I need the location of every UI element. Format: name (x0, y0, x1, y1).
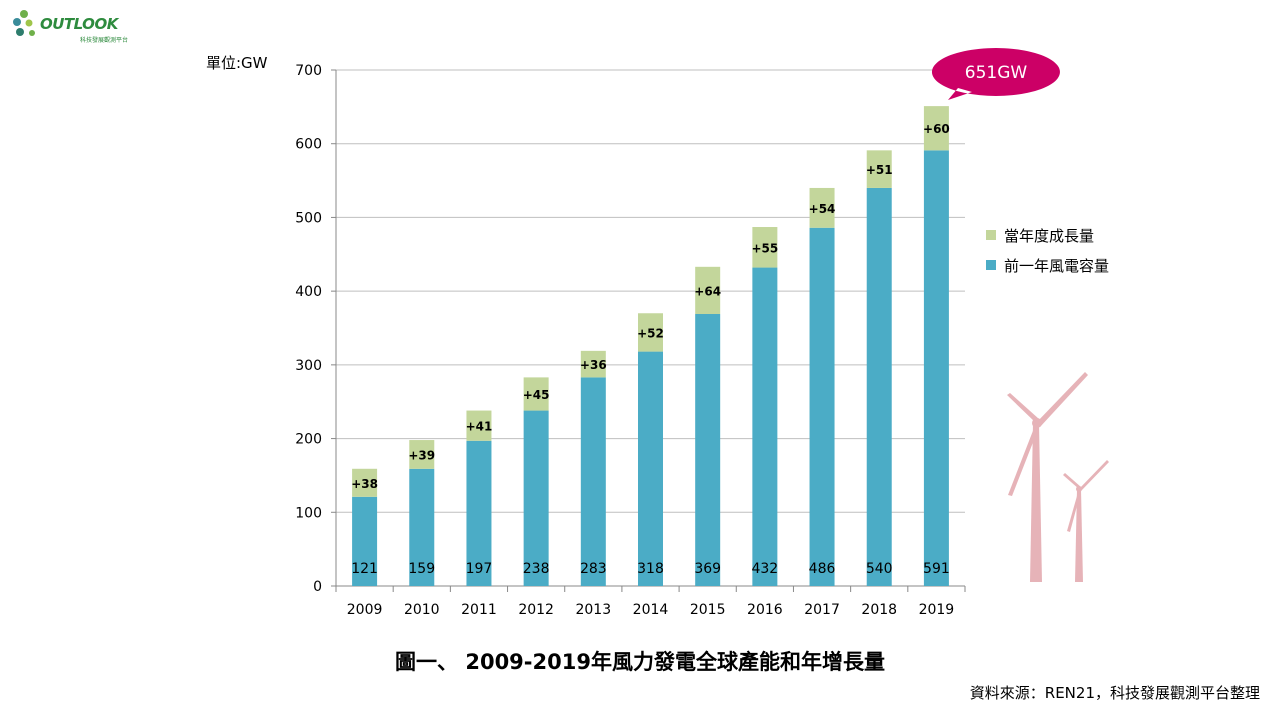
data-label-base: 318 (637, 561, 664, 577)
y-tick-label: 500 (295, 210, 322, 226)
data-label-growth: +39 (408, 448, 435, 462)
bar-growth (466, 410, 492, 441)
wind-turbine-illustration (1007, 372, 1109, 582)
x-tick-label: 2019 (919, 602, 955, 618)
bar-growth (923, 106, 949, 151)
x-tick-label: 2011 (461, 602, 497, 618)
callout-bubble (931, 48, 1060, 100)
data-label-base: 159 (408, 561, 435, 577)
y-tick-label: 600 (295, 137, 322, 153)
legend-swatch-growth (986, 230, 996, 240)
legend-label-base: 前一年風電容量 (1004, 256, 1110, 275)
data-label-base: 238 (523, 561, 550, 577)
bar-base (638, 351, 663, 586)
logo: OUTLOOK 科技發展觀測平台 (10, 6, 128, 44)
data-label-growth: +55 (751, 241, 778, 255)
total-callout: 651GW (931, 48, 1060, 100)
logo-text: OUTLOOK (40, 15, 118, 33)
data-label-growth: +36 (580, 358, 607, 372)
bar-base (923, 150, 949, 586)
y-tick-label: 700 (295, 63, 322, 79)
logo-leaf-icon (13, 10, 35, 36)
data-label-base: 283 (580, 561, 607, 577)
bar-base (466, 440, 492, 586)
legend: 當年度成長量 前一年風電容量 (986, 220, 1109, 280)
x-tick-label: 2018 (861, 602, 897, 618)
x-tick-label: 2012 (518, 602, 554, 618)
data-label-growth: +51 (866, 163, 893, 177)
bar-base (866, 187, 892, 586)
data-label-base: 540 (866, 561, 893, 577)
bar-growth (638, 313, 663, 352)
x-tick-label: 2017 (804, 602, 840, 618)
bar-growth (695, 266, 721, 314)
y-axis-unit-label: 單位:GW (206, 54, 268, 72)
x-tick-label: 2016 (747, 602, 783, 618)
data-label-base: 197 (466, 561, 493, 577)
data-label-growth: +38 (351, 477, 378, 491)
x-tick-label: 2009 (347, 602, 383, 618)
y-tick-label: 300 (295, 358, 322, 374)
data-labels: 121 +38 159 +39 197 +41 238 +45 283 +36 318 +52 369 +… (351, 122, 950, 577)
data-label-base: 486 (809, 561, 836, 577)
data-label-growth: +54 (809, 202, 836, 216)
bar-base (580, 377, 606, 586)
bar-growth (580, 350, 606, 378)
legend-item-growth: 當年度成長量 (986, 220, 1109, 250)
x-tick-label: 2013 (575, 602, 611, 618)
y-tick-label: 100 (295, 505, 322, 521)
bar-base (752, 267, 778, 586)
bar-growth (523, 377, 549, 411)
y-tick-label: 0 (313, 579, 322, 595)
y-tick-label: 200 (295, 432, 322, 448)
data-label-growth: +45 (523, 388, 550, 402)
bar-growth (409, 440, 435, 469)
callout-text: 651GW (965, 63, 1028, 83)
bar-base (809, 227, 835, 586)
data-label-growth: +41 (466, 420, 493, 434)
bar-growth (352, 468, 378, 497)
data-label-base: 432 (751, 561, 778, 577)
figure-caption: 圖一、 2009-2019年風力發電全球產能和年增長量 (395, 650, 885, 674)
legend-swatch-base (986, 260, 996, 270)
data-label-base: 369 (694, 561, 721, 577)
bar-growth (866, 150, 892, 188)
x-tick-labels: 2009 2010 2011 2012 2013 2014 2015 2016 2017 2018… (347, 602, 954, 618)
x-tick-label: 2015 (690, 602, 726, 618)
wind-turbine-small-icon (1063, 460, 1109, 582)
data-label-growth: +60 (923, 122, 950, 136)
wind-turbine-large-icon (1007, 372, 1088, 582)
x-tick-label: 2010 (404, 602, 440, 618)
bar-base (352, 496, 378, 586)
data-label-base: 591 (923, 561, 950, 577)
source-note: 資料來源：REN21，科技發展觀測平台整理 (969, 684, 1260, 702)
bar-growth (752, 227, 778, 268)
data-label-growth: +52 (637, 326, 664, 340)
y-tick-labels: 0 100 200 300 400 500 600 700 (295, 63, 322, 595)
bars (352, 106, 949, 586)
legend-item-base: 前一年風電容量 (986, 250, 1109, 280)
bar-base (523, 410, 549, 586)
legend-label-growth: 當年度成長量 (1004, 226, 1095, 245)
y-tick-label: 400 (295, 284, 322, 300)
logo-subtitle: 科技發展觀測平台 (80, 37, 129, 44)
bar-base (409, 468, 435, 586)
data-label-growth: +64 (694, 284, 721, 298)
x-tick-label: 2014 (633, 602, 669, 618)
bar-growth (809, 187, 835, 228)
data-label-base: 121 (351, 561, 378, 577)
bar-base (695, 313, 721, 586)
